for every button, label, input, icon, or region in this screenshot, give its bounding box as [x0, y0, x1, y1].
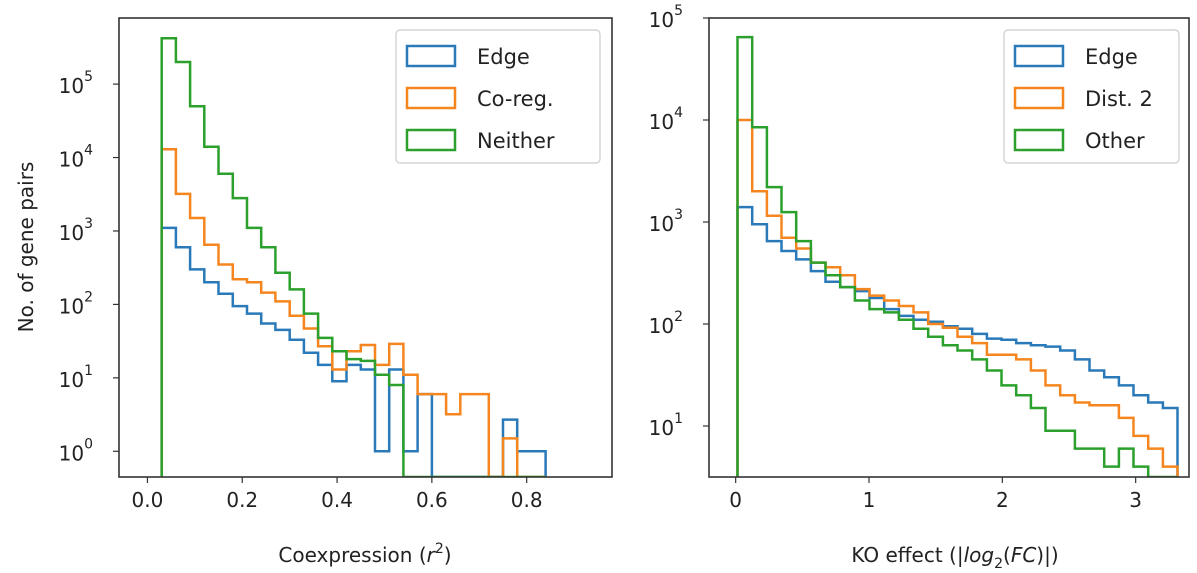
x-tick-label: 0 [729, 488, 742, 512]
legend-swatch [1013, 86, 1065, 110]
y-tick-label: 101 [649, 411, 683, 440]
x-tick-label: 0.8 [511, 488, 543, 512]
x-tick-label: 1 [863, 488, 876, 512]
ko-effect-y-ticks: 101 102 103 104 105 [649, 3, 709, 440]
histogram-series-co-reg [160, 147, 546, 477]
x-tick-label: 3 [1129, 488, 1142, 512]
ko-effect-plot-frame [708, 17, 1190, 478]
y-tick-label: 101 [59, 363, 93, 392]
legend-label: Co-reg. [477, 87, 554, 111]
legend-swatch [405, 44, 457, 68]
legend-swatch [405, 86, 457, 110]
x-tick-label: 0.2 [226, 488, 258, 512]
y-tick-label: 104 [649, 105, 683, 134]
legend-label: Dist. 2 [1085, 87, 1153, 111]
histogram-series-other [736, 35, 1178, 477]
x-tick-label: 0.4 [321, 488, 353, 512]
y-tick-label: 105 [59, 69, 93, 98]
legend-label: Edge [477, 45, 530, 69]
ko-effect-legend: Edge Dist. 2 Other [1003, 29, 1180, 164]
y-tick-label: 103 [649, 207, 683, 236]
coexpression-x-ticks: 0.0 0.2 0.4 0.6 0.8 [132, 477, 543, 512]
x-tick-label: 2 [996, 488, 1009, 512]
coexpression-x-axis-label: Coexpression (r2) [278, 541, 451, 567]
ko-effect-histogram-panel: 0 1 2 3 101 102 103 104 105 KO effect (|log2(FC… [649, 3, 1190, 572]
coexpression-plot-frame [118, 17, 613, 478]
y-tick-label: 100 [59, 436, 93, 465]
ko-effect-x-axis-label: KO effect (|log2(FC)|) [851, 543, 1058, 572]
x-tick-label: 0.0 [132, 488, 164, 512]
y-tick-label: 102 [59, 289, 93, 318]
legend-label: Neither [477, 129, 555, 153]
ko-effect-x-ticks: 0 1 2 3 [729, 477, 1142, 512]
legend-swatch [405, 128, 457, 152]
histogram-series-neither [160, 37, 546, 477]
legend-swatch [1013, 128, 1065, 152]
y-tick-label: 104 [59, 143, 93, 172]
histogram-series-edge [160, 226, 547, 477]
legend-label: Edge [1085, 45, 1138, 69]
legend-label: Other [1085, 129, 1145, 153]
ko-effect-series-group [736, 35, 1179, 477]
y-tick-label: 103 [59, 216, 93, 245]
coexpression-y-ticks: 100 101 102 103 104 105 [59, 69, 119, 465]
coexpression-series-group [160, 37, 547, 477]
coexpression-histogram-panel: 0.0 0.2 0.4 0.6 0.8 100 101 102 103 104 105 Coexp… [14, 17, 613, 567]
coexpression-y-axis-label: No. of gene pairs [14, 162, 38, 333]
y-tick-label: 102 [649, 309, 683, 338]
x-tick-label: 0.6 [416, 488, 448, 512]
histogram-series-dist-2 [736, 118, 1179, 477]
legend-swatch [1013, 44, 1065, 68]
y-tick-label: 105 [649, 3, 683, 32]
coexpression-legend: Edge Co-reg. Neither [395, 29, 601, 164]
